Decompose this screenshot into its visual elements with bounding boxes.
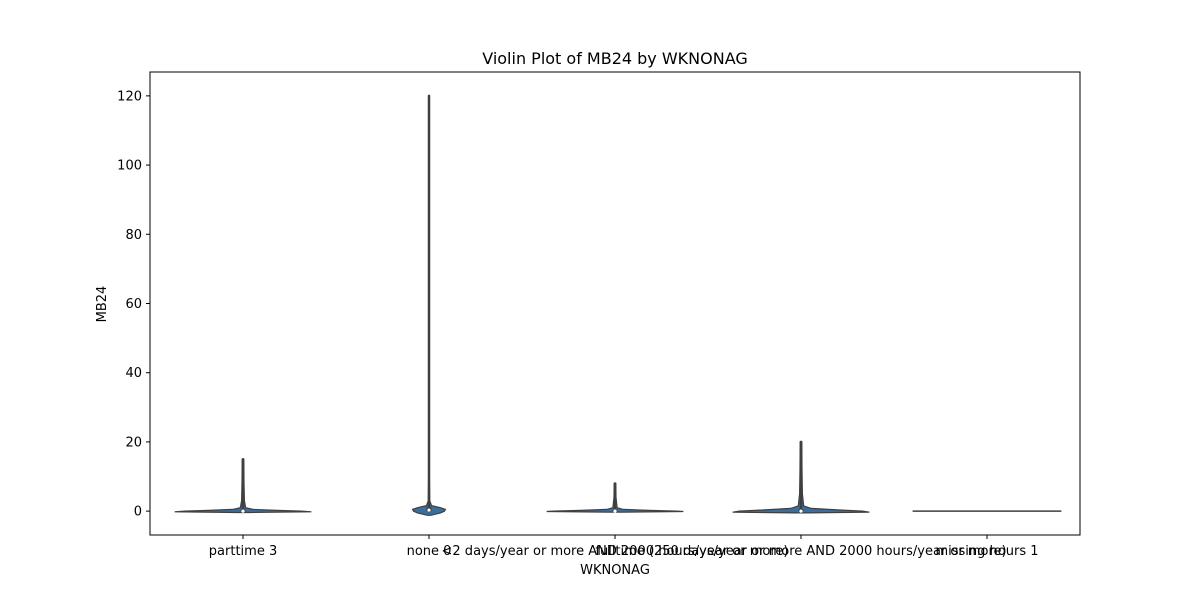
violin-median-point xyxy=(427,508,431,512)
chart-title: Violin Plot of MB24 by WKNONAG xyxy=(482,49,748,68)
y-tick-label: 0 xyxy=(134,505,142,520)
violin-group xyxy=(732,440,870,514)
y-tick-label: 40 xyxy=(125,366,142,381)
violin-group xyxy=(411,94,447,516)
x-tick-label: <2 days/year or more AND 2000 hours/year… xyxy=(442,544,789,559)
violin-group xyxy=(174,457,312,514)
y-axis-label: MB24 xyxy=(95,286,110,323)
y-tick-label: 20 xyxy=(125,435,142,450)
y-tick-label: 120 xyxy=(117,89,142,104)
violin-median-point xyxy=(241,509,245,513)
x-tick-label: none 0 xyxy=(407,544,452,559)
violin-median-point xyxy=(799,509,803,513)
violin-group xyxy=(546,482,684,513)
y-tick-label: 100 xyxy=(117,159,142,174)
x-tick-label: parttime 3 xyxy=(209,544,277,559)
y-tick-label: 80 xyxy=(125,228,142,243)
x-axis-label: WKNONAG xyxy=(580,563,650,578)
y-tick-label: 60 xyxy=(125,297,142,312)
violin-median-point xyxy=(613,509,617,513)
x-tick-label: missing hours 1 xyxy=(935,544,1038,559)
plot-frame xyxy=(149,71,1081,536)
x-tick-label: fulltime (250 days/year or more AND 2000… xyxy=(595,544,1006,559)
